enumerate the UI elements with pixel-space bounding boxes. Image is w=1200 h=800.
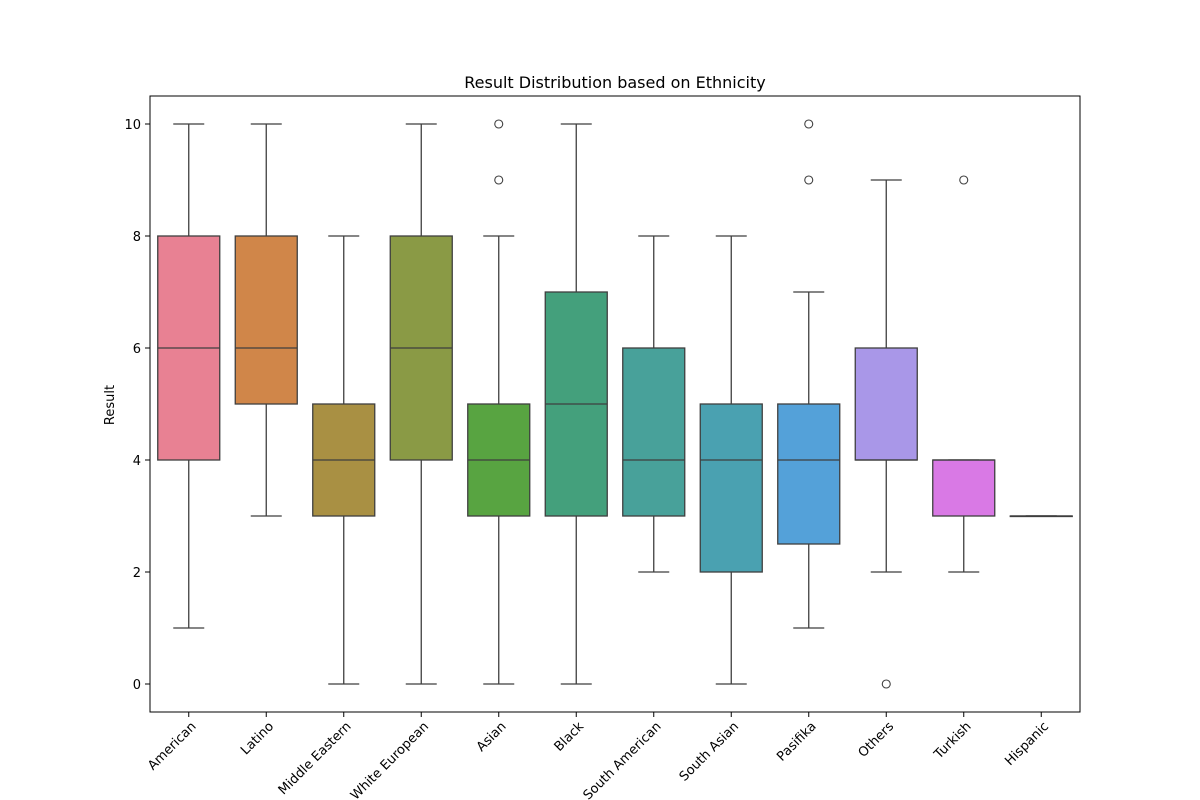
x-tick-label: Black [552, 719, 588, 755]
x-tick-label: Latino [238, 719, 277, 758]
chart-title: Result Distribution based on Ethnicity [464, 73, 765, 92]
outlier-point [494, 119, 504, 129]
box-south-asian [699, 403, 763, 573]
outlier-point [494, 175, 504, 185]
x-tick-label: Middle Eastern [276, 719, 355, 798]
outlier-point [804, 119, 814, 129]
x-tick-label: South American [581, 719, 665, 800]
x-tick-label: South Asian [677, 719, 742, 784]
y-tick-label: 4 [133, 454, 141, 469]
y-tick-label: 10 [124, 118, 141, 133]
x-tick-label: Others [856, 719, 898, 761]
plot-frame [149, 95, 1081, 713]
box-pasifika [777, 403, 841, 545]
y-tick-label: 6 [133, 342, 141, 357]
outlier-point [881, 679, 891, 689]
x-tick-label: Asian [474, 719, 510, 755]
box-turkish [932, 459, 996, 517]
x-tick-label: White European [348, 719, 432, 800]
x-tick-label: Pasifika [774, 719, 819, 764]
outlier-point [959, 175, 969, 185]
x-tick-label: Turkish [931, 719, 975, 763]
outlier-point [804, 175, 814, 185]
x-tick-label: American [145, 719, 199, 773]
y-tick-label: 0 [133, 678, 141, 693]
box-latino [234, 235, 298, 405]
y-axis-label: Result [103, 385, 118, 425]
y-tick-label: 8 [133, 230, 141, 245]
box-south-american [622, 347, 686, 517]
box-others [854, 347, 918, 461]
x-tick-label: Hispanic [1002, 719, 1052, 769]
y-tick-label: 2 [133, 566, 141, 581]
